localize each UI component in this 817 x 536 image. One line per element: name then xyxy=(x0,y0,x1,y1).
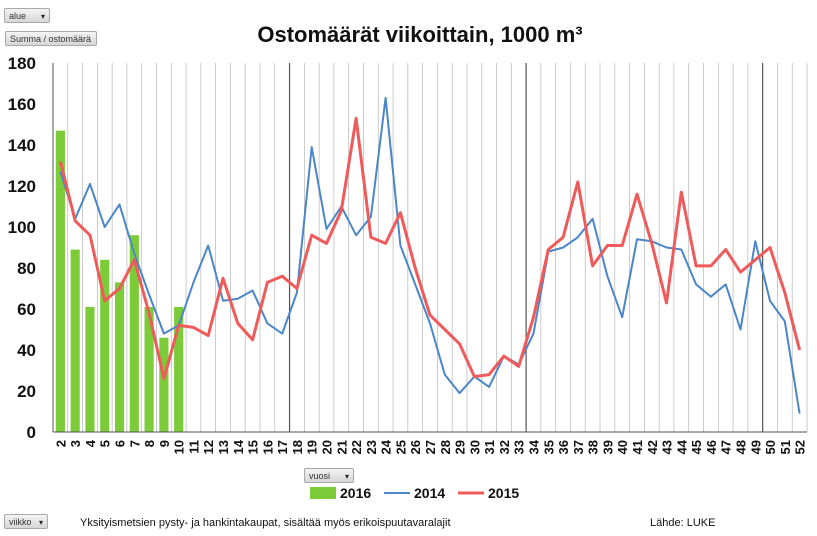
footer-note: Yksityismetsien pysty- ja hankintakaupat… xyxy=(80,517,451,529)
x-tick-label: 34 xyxy=(526,439,541,454)
x-tick-label: 43 xyxy=(660,440,675,454)
legend-label-2016: 2016 xyxy=(340,485,371,501)
x-tick-label: 10 xyxy=(172,440,187,454)
y-tick-label: 40 xyxy=(17,341,36,360)
y-tick-label: 180 xyxy=(8,54,36,73)
y-tick-label: 100 xyxy=(8,218,36,237)
x-tick-label: 33 xyxy=(512,440,527,454)
x-tick-label: 42 xyxy=(645,440,660,454)
x-tick-label: 16 xyxy=(260,440,275,454)
values-field-button[interactable]: Summa / ostomäärä xyxy=(5,31,97,46)
values-field-label: Summa / ostomäärä xyxy=(10,34,92,44)
bar-2016 xyxy=(174,306,184,432)
chart-title: Ostomäärät viikoittain, 1000 m³ xyxy=(257,22,582,47)
series-field-button[interactable]: vuosi ▾ xyxy=(304,468,354,483)
x-tick-label: 30 xyxy=(467,440,482,454)
bar-2016 xyxy=(114,282,125,432)
x-tick-label: 44 xyxy=(674,439,689,454)
x-tick-label: 46 xyxy=(704,440,719,454)
x-tick-label: 39 xyxy=(600,440,615,454)
x-tick-label: 27 xyxy=(423,440,438,454)
axis-field-button[interactable]: viikko ▾ xyxy=(4,514,48,529)
x-tick-label: 19 xyxy=(305,440,320,454)
axis-dropdown-icon: ▾ xyxy=(38,518,43,527)
x-tick-label: 3 xyxy=(68,440,83,447)
filter-dropdown-icon: ▾ xyxy=(40,12,45,21)
x-tick-label: 24 xyxy=(379,439,394,454)
filter-field-button[interactable]: alue ▾ xyxy=(4,8,50,23)
y-tick-label: 80 xyxy=(17,259,36,278)
axis-field-label: viikko xyxy=(9,517,32,527)
x-tick-label: 20 xyxy=(320,440,335,454)
x-tick-label: 35 xyxy=(541,440,556,454)
x-tick-label: 25 xyxy=(393,440,408,454)
x-tick-label: 22 xyxy=(349,440,364,454)
y-tick-label: 20 xyxy=(17,382,36,401)
x-tick-label: 41 xyxy=(630,440,645,454)
x-tick-label: 47 xyxy=(719,440,734,454)
bar-2016 xyxy=(55,130,65,432)
line-series-2015 xyxy=(58,116,802,381)
x-tick-label: 6 xyxy=(113,440,128,447)
x-tick-label: 21 xyxy=(334,440,349,454)
x-tick-label: 2 xyxy=(53,440,68,447)
bar-2016 xyxy=(144,306,154,432)
x-tick-label: 7 xyxy=(127,440,142,447)
x-tick-label: 13 xyxy=(216,440,231,454)
x-tick-label: 28 xyxy=(438,440,453,454)
x-tick-label: 40 xyxy=(615,440,630,454)
bar-2016 xyxy=(70,249,80,432)
legend-label-2015: 2015 xyxy=(488,485,519,501)
bar-2016 xyxy=(85,306,95,432)
x-tick-label: 37 xyxy=(571,440,586,454)
lines xyxy=(58,96,802,414)
x-tick-label: 50 xyxy=(763,440,778,454)
x-tick-label: 48 xyxy=(733,440,748,454)
x-tick-label: 52 xyxy=(793,440,808,454)
x-tick-label: 23 xyxy=(364,440,379,454)
x-tick-label: 49 xyxy=(748,440,763,454)
x-tick-label: 15 xyxy=(246,440,261,454)
x-tick-label: 11 xyxy=(186,440,201,454)
bars-2016 xyxy=(55,130,184,432)
x-tick-label: 18 xyxy=(290,440,305,454)
x-tick-label: 8 xyxy=(142,440,157,447)
y-tick-label: 160 xyxy=(8,95,36,114)
y-tick-label: 60 xyxy=(17,300,36,319)
x-tick-label: 29 xyxy=(453,440,468,454)
x-tick-label: 38 xyxy=(586,440,601,454)
line-series-2014 xyxy=(59,96,801,414)
y-tick-label: 140 xyxy=(8,136,36,155)
x-tick-label: 14 xyxy=(231,439,246,454)
x-tick-label: 17 xyxy=(275,440,290,454)
legend-swatch-2016 xyxy=(310,487,336,499)
y-tick-label: 120 xyxy=(8,177,36,196)
x-tick-label: 51 xyxy=(778,440,793,454)
x-tick-label: 36 xyxy=(556,440,571,454)
x-tick-label: 12 xyxy=(201,440,216,454)
filter-field-label: alue xyxy=(9,11,27,21)
bar-2016 xyxy=(159,337,169,432)
x-tick-label: 26 xyxy=(408,440,423,454)
legend-label-2014: 2014 xyxy=(414,485,445,501)
bar-2016 xyxy=(100,259,110,432)
x-tick-label: 45 xyxy=(689,440,704,454)
y-tick-label: 0 xyxy=(27,423,36,442)
series-field-label: vuosi xyxy=(309,471,331,481)
x-tick-label: 9 xyxy=(157,440,172,447)
x-tick-label: 31 xyxy=(482,440,497,454)
legend: 2016 2014 2015 xyxy=(310,485,519,501)
bar-2016 xyxy=(129,235,139,432)
footer-source: Lähde: LUKE xyxy=(650,517,716,529)
series-dropdown-icon: ▾ xyxy=(344,472,349,481)
x-tick-label: 4 xyxy=(83,439,98,447)
gridlines xyxy=(52,63,808,432)
x-tick-label: 32 xyxy=(497,440,512,454)
x-tick-label: 5 xyxy=(98,440,113,447)
